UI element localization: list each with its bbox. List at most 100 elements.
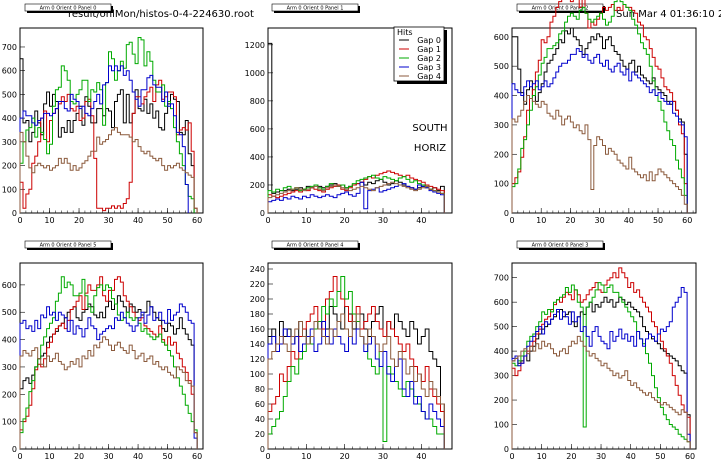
legend-entry: Gap 1 bbox=[417, 45, 441, 54]
histogram-panel: Arm 0 Orient 0 Panel 00 10 20 30 40 50 6001002… bbox=[2, 3, 204, 225]
annotation-text: HORIZ bbox=[414, 143, 446, 154]
y-tick-label: 100 bbox=[494, 421, 509, 430]
x-tick-label: 50 bbox=[653, 216, 663, 225]
y-tick-label: 200 bbox=[2, 162, 17, 171]
y-tick-label: 500 bbox=[494, 323, 509, 332]
y-tick-label: 100 bbox=[250, 370, 265, 379]
histogram-panel: Arm 0 Orient 0 Panel 50 10 20 30 40 50 6001002… bbox=[2, 240, 204, 461]
y-tick-label: 800 bbox=[250, 97, 265, 106]
x-tick-label: 10 bbox=[537, 452, 547, 461]
x-tick-label: 40 bbox=[416, 216, 426, 225]
x-tick-label: 30 bbox=[378, 452, 388, 461]
y-tick-label: 0 bbox=[260, 209, 265, 218]
x-tick-label: 10 bbox=[44, 452, 54, 461]
legend-entry: Gap 3 bbox=[417, 63, 441, 72]
x-tick-label: 30 bbox=[596, 452, 606, 461]
x-tick-label: 20 bbox=[340, 216, 350, 225]
plot-frame bbox=[511, 27, 697, 214]
histogram-series-line bbox=[511, 282, 691, 449]
x-tick-label: 20 bbox=[566, 452, 576, 461]
x-tick-label: 0 bbox=[509, 452, 514, 461]
legend-title: Hits bbox=[397, 28, 413, 37]
histogram-series-line bbox=[19, 295, 198, 449]
histogram-series-line bbox=[267, 313, 445, 449]
y-tick-label: 400 bbox=[2, 336, 17, 345]
histogram-panel: Arm 0 Orient 0 Panel 10 10 20 30 40020040060… bbox=[245, 3, 453, 225]
x-tick-label: 30 bbox=[378, 216, 388, 225]
x-tick-label: 0 bbox=[17, 216, 22, 225]
histogram-series-line bbox=[511, 335, 691, 449]
y-tick-label: 600 bbox=[2, 67, 17, 76]
y-tick-label: 1200 bbox=[245, 41, 265, 50]
x-tick-label: 10 bbox=[301, 452, 311, 461]
annotation-text: SOUTH bbox=[412, 123, 447, 134]
title-box bbox=[24, 240, 112, 249]
x-tick-label: 60 bbox=[685, 452, 695, 461]
y-tick-label: 200 bbox=[494, 396, 509, 405]
histogram-series-line bbox=[511, 287, 691, 449]
y-tick-label: 500 bbox=[2, 308, 17, 317]
legend-box bbox=[393, 26, 445, 82]
y-tick-label: 0 bbox=[504, 445, 509, 454]
histogram-series-line bbox=[267, 321, 445, 449]
y-tick-label: 240 bbox=[250, 265, 265, 274]
histogram-series-line bbox=[511, 95, 688, 213]
x-tick-label: 0 bbox=[509, 216, 514, 225]
x-tick-label: 50 bbox=[162, 216, 172, 225]
y-tick-label: 0 bbox=[12, 209, 17, 218]
y-tick-label: 160 bbox=[250, 325, 265, 334]
title-box bbox=[271, 3, 359, 12]
x-tick-label: 0 bbox=[265, 216, 270, 225]
x-tick-label: 10 bbox=[301, 216, 311, 225]
y-tick-label: 700 bbox=[494, 274, 509, 283]
y-tick-label: 700 bbox=[2, 43, 17, 52]
title-box bbox=[24, 3, 112, 12]
y-tick-label: 220 bbox=[250, 280, 265, 289]
y-tick-label: 80 bbox=[255, 385, 265, 394]
x-tick-label: 30 bbox=[103, 452, 113, 461]
histogram-series-line bbox=[267, 181, 445, 213]
title-box bbox=[516, 240, 604, 249]
histogram-series-line bbox=[19, 127, 198, 213]
x-tick-label: 40 bbox=[133, 452, 143, 461]
x-tick-label: 0 bbox=[17, 452, 22, 461]
y-tick-label: 1000 bbox=[245, 69, 265, 78]
histogram-series-line bbox=[19, 336, 198, 449]
x-tick-label: 10 bbox=[536, 216, 546, 225]
x-tick-label: 40 bbox=[626, 452, 636, 461]
y-tick-label: 600 bbox=[494, 33, 509, 42]
x-tick-label: 10 bbox=[44, 216, 54, 225]
y-tick-label: 0 bbox=[12, 445, 17, 454]
y-tick-label: 0 bbox=[260, 445, 265, 454]
y-tick-label: 300 bbox=[494, 372, 509, 381]
y-tick-label: 300 bbox=[2, 363, 17, 372]
histogram-series-line bbox=[19, 65, 189, 213]
panel-title: Arm 0 Orient 0 Panel 4 bbox=[287, 242, 344, 248]
y-tick-label: 500 bbox=[494, 62, 509, 71]
x-tick-label: 50 bbox=[655, 452, 665, 461]
y-tick-label: 300 bbox=[2, 138, 17, 147]
y-tick-label: 200 bbox=[2, 390, 17, 399]
x-tick-label: 0 bbox=[265, 452, 270, 461]
file-path-label: result/onlMon/histos-0-4-224630.root bbox=[68, 9, 254, 20]
plot-frame bbox=[511, 262, 697, 450]
x-tick-label: 30 bbox=[103, 216, 113, 225]
x-tick-label: 60 bbox=[192, 452, 202, 461]
histogram-series-line bbox=[511, 267, 691, 449]
legend-entry: Gap 2 bbox=[417, 54, 441, 63]
histogram-series-line bbox=[267, 181, 445, 213]
x-tick-label: 40 bbox=[624, 216, 634, 225]
x-tick-label: 60 bbox=[682, 216, 692, 225]
y-tick-label: 500 bbox=[2, 90, 17, 99]
x-tick-label: 60 bbox=[192, 216, 202, 225]
panel-title: Arm 0 Orient 0 Panel 0 bbox=[40, 5, 97, 11]
y-tick-label: 100 bbox=[2, 185, 17, 194]
histogram-panel: Arm 0 Orient 0 Panel 4 0 10 20 30 40 0 20 40 60 80… bbox=[250, 240, 453, 461]
histogram-series-line bbox=[19, 58, 195, 213]
histogram-series-line bbox=[267, 276, 445, 449]
x-tick-label: 40 bbox=[133, 216, 143, 225]
y-tick-label: 600 bbox=[2, 281, 17, 290]
legend-entry: Gap 4 bbox=[417, 72, 441, 81]
timestamp-label: Sun Mar 4 01:36:10 2007 bbox=[616, 9, 721, 20]
